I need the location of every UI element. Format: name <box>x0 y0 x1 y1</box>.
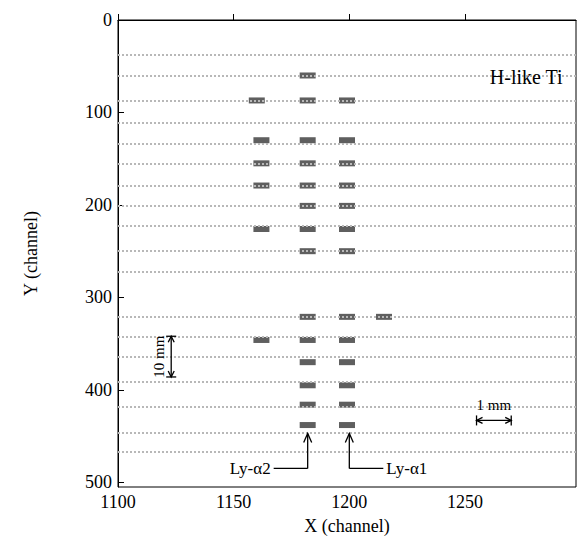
svg-text:1200: 1200 <box>331 492 367 512</box>
svg-text:X (channel): X (channel) <box>304 516 389 537</box>
svg-text:Ly-α2: Ly-α2 <box>230 459 271 478</box>
svg-text:1150: 1150 <box>216 492 251 512</box>
svg-text:10 mm: 10 mm <box>151 335 167 377</box>
svg-text:400: 400 <box>85 380 112 400</box>
svg-text:1 mm: 1 mm <box>477 397 512 413</box>
svg-text:200: 200 <box>85 195 112 215</box>
svg-text:100: 100 <box>85 102 112 122</box>
svg-text:H-like Ti: H-like Ti <box>490 66 563 88</box>
svg-text:Ly-α1: Ly-α1 <box>386 459 427 478</box>
svg-text:Y (channel): Y (channel) <box>21 211 42 296</box>
svg-text:1250: 1250 <box>447 492 483 512</box>
svg-text:1100: 1100 <box>100 492 135 512</box>
svg-text:300: 300 <box>85 287 112 307</box>
svg-text:500: 500 <box>85 472 112 492</box>
svg-text:0: 0 <box>103 10 112 30</box>
